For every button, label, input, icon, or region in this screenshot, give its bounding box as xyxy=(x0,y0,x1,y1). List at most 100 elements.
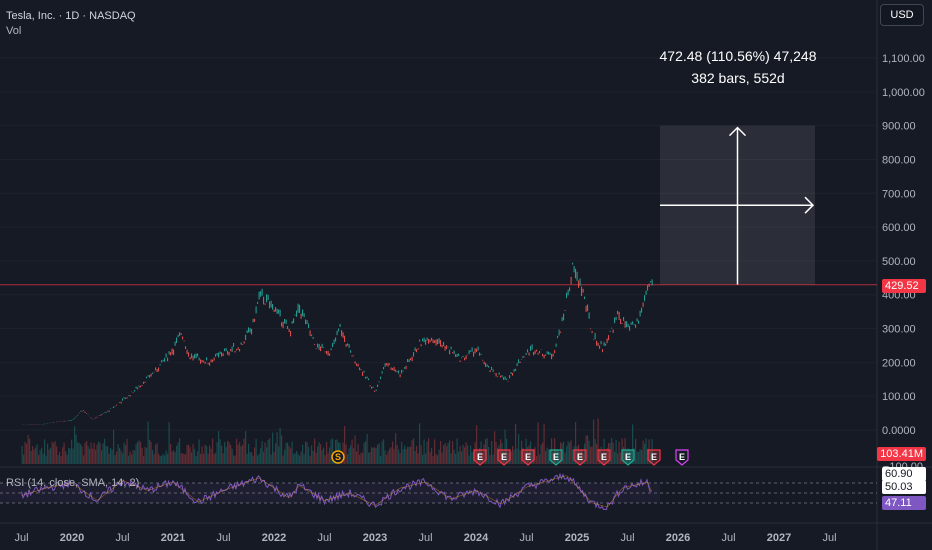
volume-bar xyxy=(386,454,388,464)
rsi-indicator-label[interactable]: RSI (14, close, SMA, 14, 2) xyxy=(6,477,140,489)
volume-bar xyxy=(141,447,143,464)
price-axis-label: 500.00 xyxy=(882,256,916,268)
volume-bar xyxy=(129,451,131,464)
volume-bar xyxy=(200,453,202,464)
volume-bar xyxy=(326,442,328,464)
event-marker-label: E xyxy=(477,452,483,462)
volume-bar xyxy=(599,448,601,464)
volume-bar xyxy=(528,445,530,464)
volume-bar xyxy=(195,455,197,464)
volume-bar xyxy=(644,443,646,464)
volume-bar xyxy=(143,455,145,464)
price-axis-label: 1,100.00 xyxy=(882,53,925,65)
volume-bar xyxy=(180,453,182,464)
volume-bar xyxy=(536,455,538,464)
volume-bar xyxy=(215,452,217,464)
volume-bar xyxy=(302,444,304,464)
volume-bar xyxy=(261,441,263,464)
time-axis-label: 2024 xyxy=(464,532,489,544)
volume-bar xyxy=(171,451,173,464)
volume-bar xyxy=(59,451,61,464)
time-axis-label: Jul xyxy=(822,532,836,544)
volume-bar xyxy=(501,442,503,464)
volume-bar xyxy=(69,448,71,464)
volume-bar xyxy=(507,452,509,464)
event-marker-label: E xyxy=(501,452,507,462)
volume-bar xyxy=(314,438,316,464)
volume-bar xyxy=(311,445,313,464)
volume-bar xyxy=(477,450,479,464)
volume-bar xyxy=(387,451,389,464)
volume-bar xyxy=(537,422,539,464)
volume-bar xyxy=(458,451,460,464)
volume-bar xyxy=(459,446,461,464)
volume-bar xyxy=(368,452,370,464)
volume-bar xyxy=(462,444,464,464)
earnings-marker xyxy=(647,449,661,466)
volume-bar xyxy=(182,453,184,464)
volume-bar xyxy=(317,446,319,464)
volume-bar xyxy=(201,446,203,464)
volume-bar xyxy=(36,444,38,464)
currency-button[interactable]: USD xyxy=(880,4,924,26)
volume-bar xyxy=(392,441,394,464)
volume-bar xyxy=(476,425,478,464)
volume-bar xyxy=(357,444,359,464)
volume-bar xyxy=(345,444,347,464)
volume-bar xyxy=(224,442,226,464)
volume-bar xyxy=(431,447,433,464)
volume-bar xyxy=(405,448,407,464)
volume-bar xyxy=(581,448,583,464)
earnings-marker xyxy=(497,449,511,466)
volume-bar xyxy=(227,440,229,464)
volume-bar xyxy=(146,448,148,464)
volume-bar xyxy=(135,443,137,464)
volume-bar xyxy=(99,442,101,464)
event-marker-label: E xyxy=(625,452,631,462)
volume-bar xyxy=(470,445,472,464)
volume-bar xyxy=(167,453,169,464)
volume-bar xyxy=(524,451,526,464)
volume-bar xyxy=(219,439,221,464)
volume-bar xyxy=(614,451,616,464)
volume-indicator-label[interactable]: Vol xyxy=(6,25,22,37)
volume-bar xyxy=(414,451,416,464)
volume-bar xyxy=(273,452,275,464)
volume-bar xyxy=(527,447,529,464)
symbol-title[interactable]: Tesla, Inc. · 1D · NASDAQ xyxy=(6,10,136,22)
volume-bar xyxy=(228,441,230,464)
volume-bar xyxy=(207,453,209,464)
measure-up-arrow xyxy=(728,126,747,137)
volume-bar xyxy=(183,454,185,464)
volume-bar xyxy=(645,438,647,464)
volume-bar xyxy=(395,433,397,464)
volume-bar xyxy=(452,441,454,464)
volume-bar xyxy=(563,441,565,464)
volume-bar xyxy=(138,440,140,464)
volume-bar xyxy=(425,453,427,464)
time-axis-label: Jul xyxy=(216,532,230,544)
volume-bar xyxy=(299,455,301,464)
volume-bar xyxy=(174,452,176,464)
volume-bar xyxy=(120,450,122,464)
volume-bar xyxy=(324,455,326,464)
volume-bar xyxy=(366,434,368,464)
volume-bar xyxy=(275,443,277,464)
volume-bar xyxy=(611,438,613,464)
volume-bar xyxy=(47,443,49,464)
price-axis-label: 900.00 xyxy=(882,121,916,133)
volume-bar xyxy=(285,442,287,464)
time-axis-label: Jul xyxy=(14,532,28,544)
volume-bar xyxy=(255,439,257,464)
volume-bar xyxy=(539,454,541,464)
volume-bar xyxy=(132,450,134,464)
volume-bar xyxy=(632,424,634,464)
volume-bar xyxy=(245,431,247,464)
volume-bar xyxy=(35,447,37,464)
volume-bar xyxy=(404,445,406,464)
volume-bar xyxy=(332,438,334,464)
volume-bar xyxy=(503,451,505,464)
volume-bar xyxy=(267,439,269,464)
price-axis-label: 700.00 xyxy=(882,188,916,200)
